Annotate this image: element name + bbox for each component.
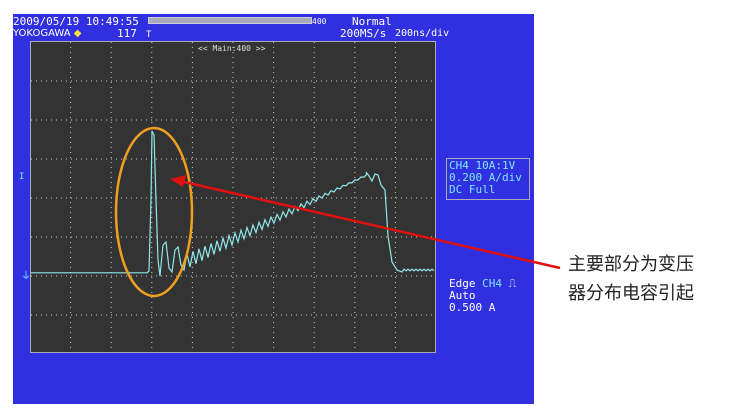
- trigger-mode-auto: Auto: [449, 289, 476, 302]
- sample-rate: 200MS/s: [340, 27, 387, 40]
- trigger-position-marker: T: [146, 30, 152, 40]
- brand-logo: YOKOGAWA ◆: [13, 28, 81, 40]
- diamond-icon: ◆: [73, 28, 82, 39]
- channel-scale: 0.200 A/div: [449, 171, 522, 184]
- annotation-line-2: 器分布电容引起: [568, 283, 694, 304]
- annotation-arrow: [179, 179, 561, 270]
- trigger-mode: Normal: [352, 15, 392, 28]
- trigger-level: 0.500 A: [449, 301, 496, 314]
- trigger-type-text: Edge: [449, 277, 476, 290]
- annotation-text: 主要部分为变压 器分布电容引起: [568, 250, 694, 308]
- record-length: 400: [312, 17, 327, 26]
- annotation-line-1: 主要部分为变压: [568, 254, 694, 275]
- trigger-source: CH4: [482, 277, 502, 290]
- ground-marker: ⏚: [21, 271, 31, 282]
- waveform-trace: [31, 130, 435, 277]
- channel-settings-box[interactable]: [446, 158, 530, 200]
- brand-text: YOKOGAWA: [13, 28, 71, 39]
- zoom-label: << Main:400 >>: [198, 44, 266, 53]
- highlight-ellipse: [114, 126, 194, 298]
- timebase: 200ns/div: [395, 28, 450, 39]
- datetime: 2009/05/19 10:49:55: [13, 15, 139, 28]
- channel-marker: I: [19, 172, 25, 182]
- trigger-type: Edge CH4 ⎍: [449, 278, 516, 290]
- rising-edge-icon: ⎍: [508, 277, 517, 290]
- channel-probe: CH4 10A:1V: [449, 159, 516, 172]
- graticule: [31, 42, 435, 352]
- arrow-head-icon: [170, 175, 186, 187]
- acquisition-count: 117: [117, 27, 137, 40]
- channel-coupling: DC Full: [449, 183, 496, 196]
- record-position-bar[interactable]: [148, 17, 312, 24]
